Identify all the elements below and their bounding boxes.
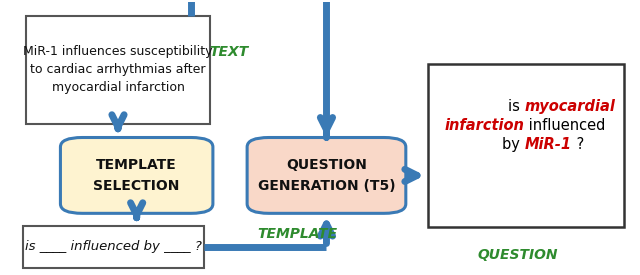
Text: TEXT: TEXT [209,45,248,59]
FancyBboxPatch shape [247,138,406,213]
Text: TEMPLATE
SELECTION: TEMPLATE SELECTION [93,158,180,193]
FancyBboxPatch shape [26,16,210,124]
FancyBboxPatch shape [60,138,213,213]
Text: infarction: infarction [445,118,524,133]
Text: myocardial: myocardial [524,99,615,114]
Text: QUESTION
GENERATION (T5): QUESTION GENERATION (T5) [258,158,396,193]
Text: MiR-1 influences susceptibility
to cardiac arrhythmias after
myocardial infarcti: MiR-1 influences susceptibility to cardi… [23,45,212,94]
Text: influenced: influenced [524,118,605,133]
Text: by: by [502,137,524,152]
Text: ?: ? [572,137,584,152]
Text: QUESTION: QUESTION [477,248,558,262]
FancyBboxPatch shape [428,64,623,227]
Text: TEMPLATE: TEMPLATE [257,227,337,241]
Text: is ____ influenced by ____ ?: is ____ influenced by ____ ? [25,240,202,253]
Text: is: is [508,99,524,114]
FancyBboxPatch shape [23,226,204,268]
Text: MiR-1: MiR-1 [524,137,572,152]
